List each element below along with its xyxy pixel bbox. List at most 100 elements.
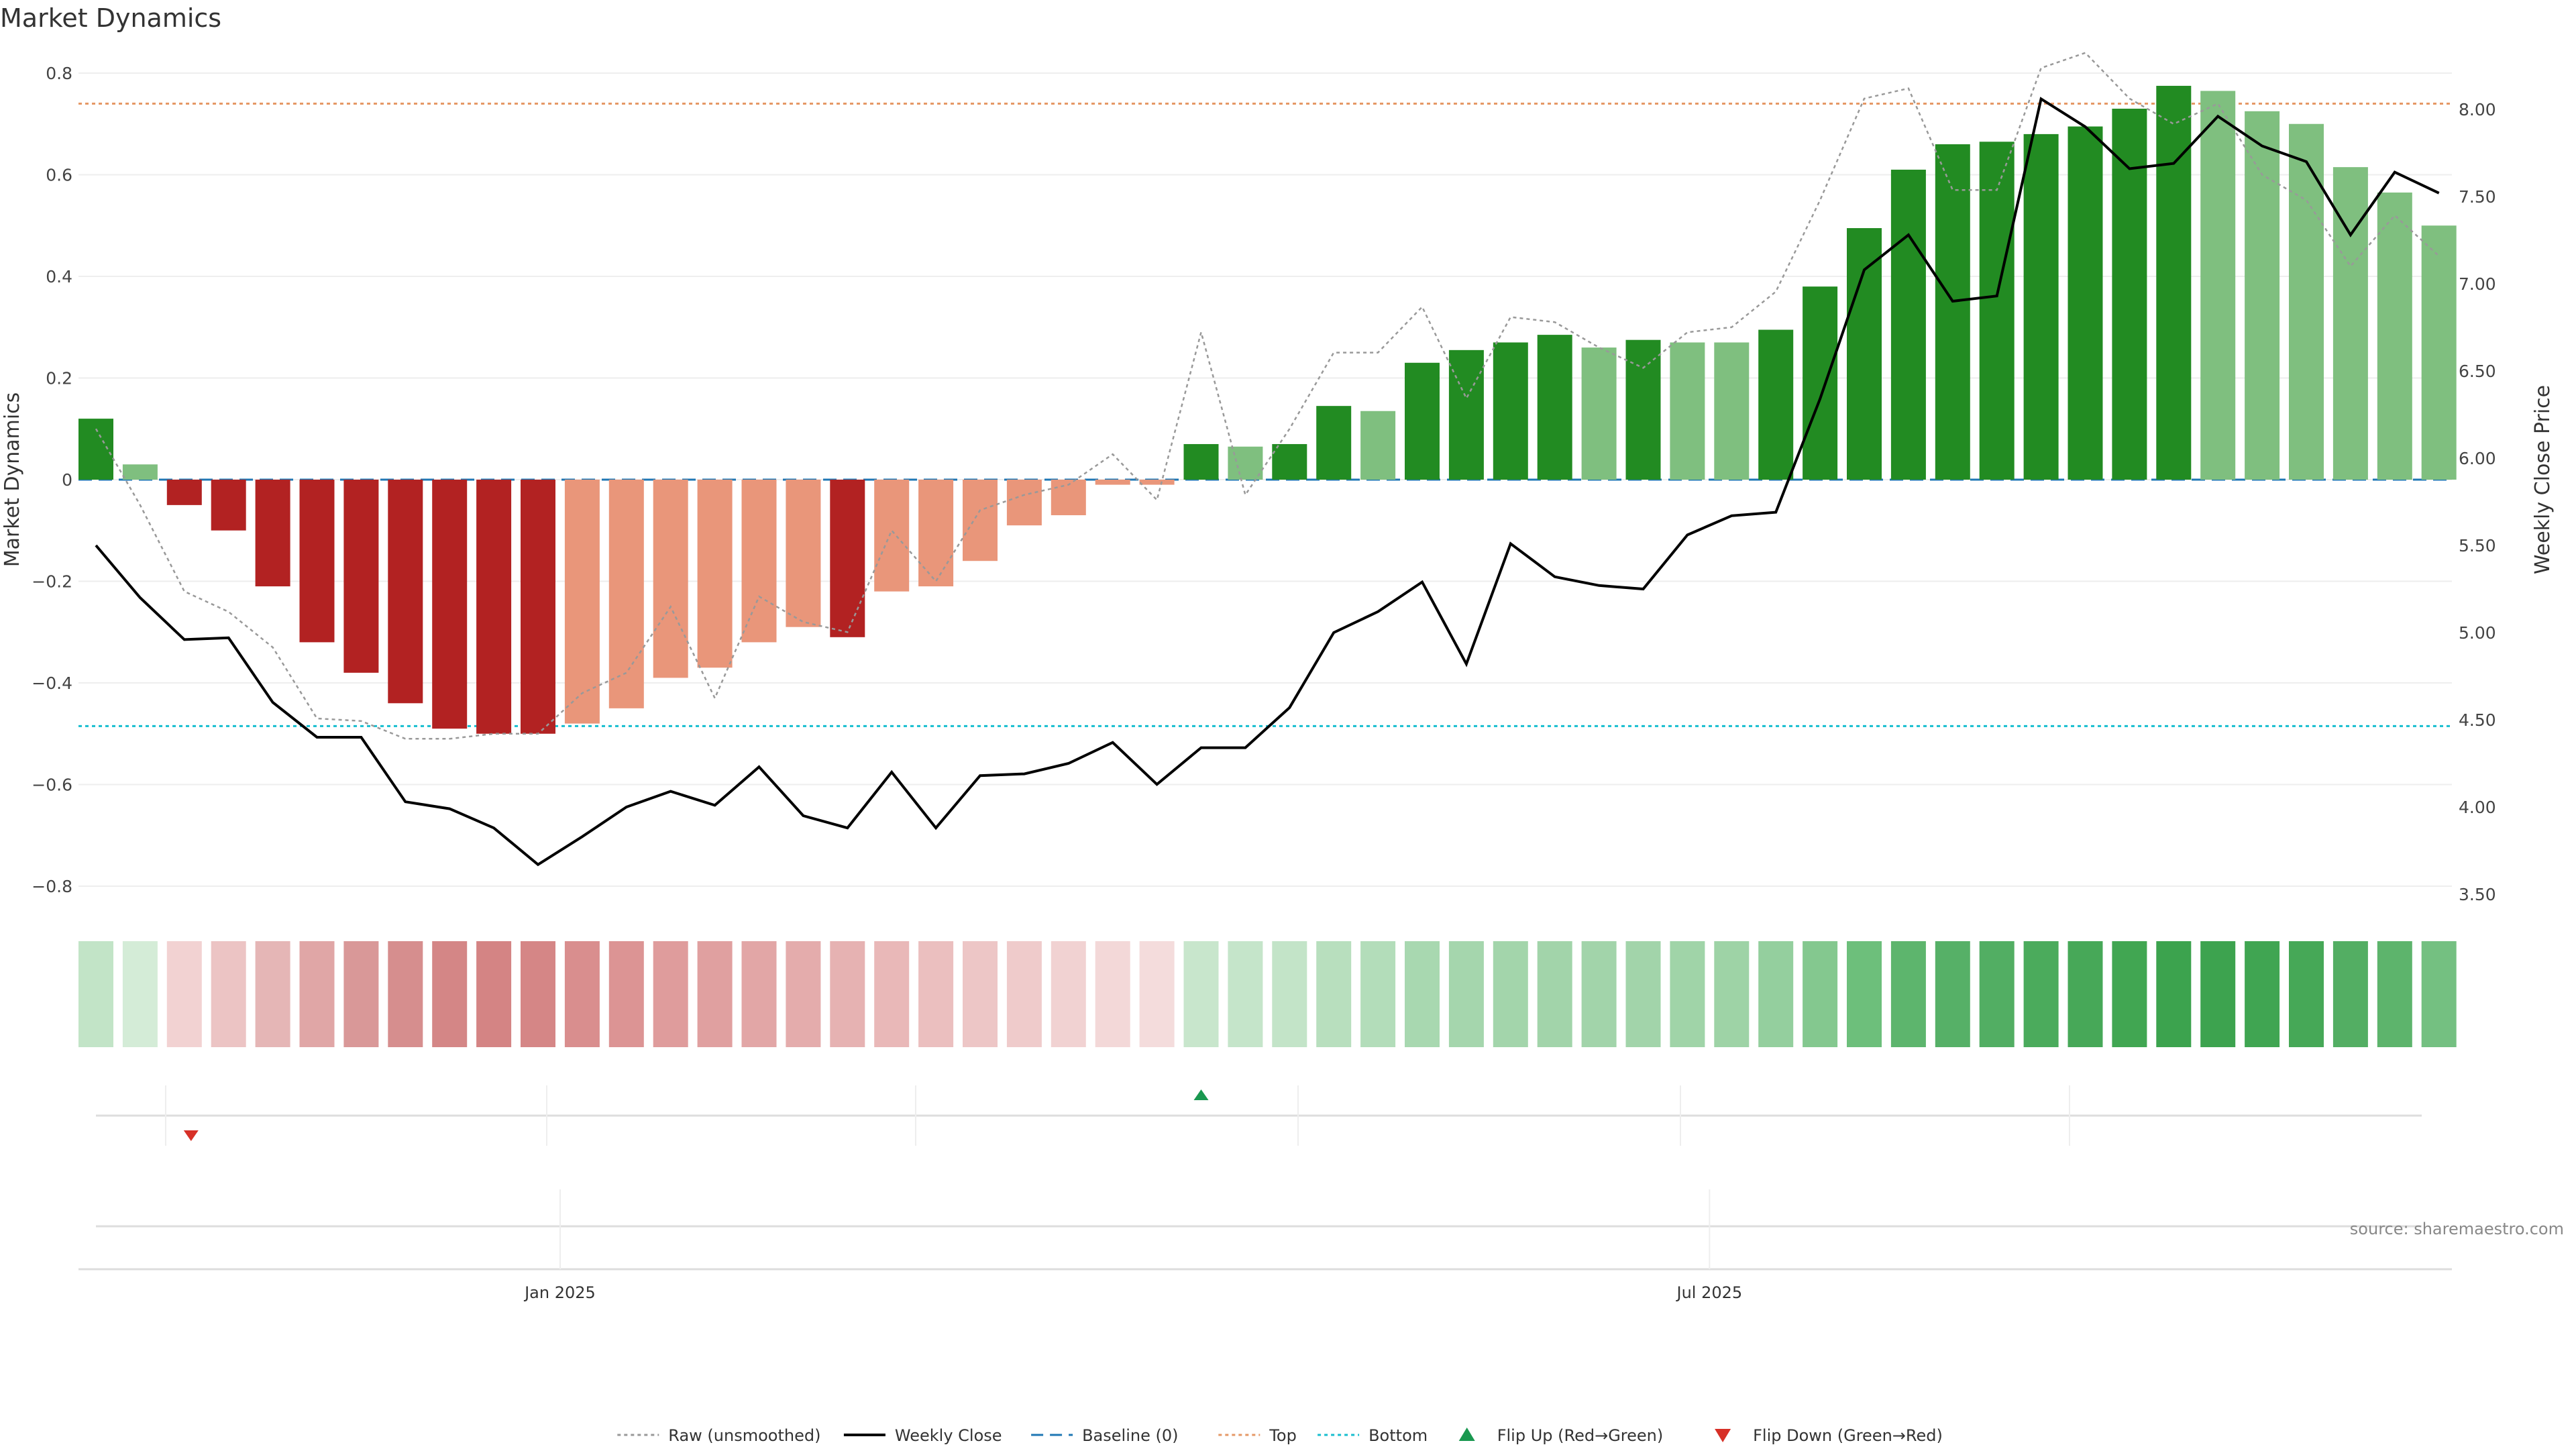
- heat-strip-cell: [255, 941, 290, 1047]
- date-tick-label: Jul 2025: [1676, 1283, 1743, 1302]
- heat-strip-cell: [1803, 941, 1838, 1047]
- bar: [255, 480, 290, 587]
- bar: [1803, 286, 1838, 480]
- y2-tick-label: 6.00: [2459, 449, 2496, 468]
- legend-label: Top: [1269, 1426, 1297, 1445]
- bar: [2377, 193, 2412, 480]
- heat-strip-cell: [2421, 941, 2457, 1047]
- heat-strip-cell: [1537, 941, 1572, 1047]
- legend-item: Top: [1218, 1426, 1297, 1445]
- y2-tick-label: 7.00: [2459, 274, 2496, 294]
- heat-strip-cell: [388, 941, 423, 1047]
- heat-strip-cell: [918, 941, 954, 1047]
- legend-item: Baseline (0): [1031, 1426, 1178, 1445]
- heat-strip-cell: [78, 941, 113, 1047]
- y-tick-label: 0: [62, 470, 72, 490]
- heat-strip-cell: [1935, 941, 1970, 1047]
- bar: [963, 480, 998, 561]
- heat-strip-cell: [1670, 941, 1705, 1047]
- y-tick-label: 0.8: [46, 64, 72, 83]
- bar: [211, 480, 246, 531]
- bar: [1625, 339, 1661, 480]
- heat-strip-cell: [2156, 941, 2192, 1047]
- series-lines: [95, 52, 2440, 867]
- heat-strip-cell: [432, 941, 468, 1047]
- bar: [476, 480, 512, 734]
- heat-strip-cell: [2289, 941, 2324, 1047]
- heat-strip-cell: [608, 941, 644, 1047]
- bar: [299, 480, 335, 643]
- heat-strip-cell: [299, 941, 335, 1047]
- chart-title: Market Dynamics: [0, 3, 221, 33]
- heat-strip-cell: [1051, 941, 1086, 1047]
- legend-label: Bottom: [1368, 1426, 1428, 1445]
- heat-strip-cell: [697, 941, 733, 1047]
- flip-markers: [96, 1085, 2422, 1146]
- heat-strip-cell: [1139, 941, 1175, 1047]
- heat-strip-cell: [1625, 941, 1661, 1047]
- y-tick-label: −0.4: [32, 674, 72, 693]
- bar: [1183, 443, 1219, 480]
- heat-strip-cell: [1360, 941, 1396, 1047]
- heat-strip-cell: [1448, 941, 1484, 1047]
- y-tick-label: −0.6: [32, 775, 72, 795]
- bar: [1139, 480, 1175, 485]
- heat-strip-cell: [1714, 941, 1750, 1047]
- y2-tick-label: 7.50: [2459, 187, 2496, 207]
- heat-strip-cell: [1493, 941, 1528, 1047]
- bar: [2421, 225, 2457, 480]
- heat-strip-cell: [2112, 941, 2147, 1047]
- legend-item: Raw (unsmoothed): [617, 1426, 820, 1445]
- bar: [2023, 133, 2059, 480]
- source-note: source: sharemaestro.com: [2350, 1220, 2564, 1238]
- y-tick-label: −0.2: [32, 572, 72, 592]
- heat-strip-cell: [476, 941, 512, 1047]
- heat-strip-cell: [1228, 941, 1263, 1047]
- bar: [521, 480, 555, 734]
- heat-strip-cell: [653, 941, 688, 1047]
- heat-strip-cell: [1095, 941, 1130, 1047]
- heat-strip-cell: [786, 941, 821, 1047]
- legend-item: Flip Up (Red→Green): [1458, 1426, 1663, 1445]
- y-tick-label: 0.2: [46, 369, 72, 388]
- heat-strip-cell: [211, 941, 246, 1047]
- bar: [2289, 123, 2324, 480]
- legend-item: Weekly Close: [843, 1426, 1002, 1445]
- heat-strip-cell: [830, 941, 865, 1047]
- legend: Raw (unsmoothed) Weekly Close Baseline (0)…: [617, 1426, 1943, 1445]
- bar: [432, 480, 468, 729]
- bar: [1670, 342, 1705, 480]
- bar: [78, 419, 113, 480]
- bar: [608, 480, 644, 708]
- heat-strip-cell: [1979, 941, 2015, 1047]
- bar: [166, 480, 202, 505]
- date-axis: Jan 2025 Jul 2025: [78, 1189, 2452, 1302]
- heat-strip-cell: [2068, 941, 2103, 1047]
- heat-strip-cell: [166, 941, 202, 1047]
- date-tick-label: Jan 2025: [523, 1283, 596, 1302]
- bar: [653, 480, 688, 678]
- bar: [1890, 169, 1926, 480]
- y2-tick-label: 6.50: [2459, 362, 2496, 381]
- heat-strip-cell: [1581, 941, 1617, 1047]
- y-tick-label: 0.6: [46, 166, 72, 185]
- y2-tick-label: 4.50: [2459, 710, 2496, 730]
- flip-up-marker: [1193, 1089, 1209, 1100]
- bar: [1006, 480, 1042, 526]
- heat-strip-cell: [2200, 941, 2236, 1047]
- heat-strip-cell: [2377, 941, 2412, 1047]
- bar: [1537, 335, 1572, 480]
- heat-strip-cell: [1847, 941, 1882, 1047]
- bar: [741, 480, 777, 643]
- bar: [2112, 109, 2147, 480]
- y2-tick-label: 4.00: [2459, 798, 2496, 817]
- heat-strip-cell: [874, 941, 910, 1047]
- bar: [564, 480, 600, 724]
- bar: [1448, 350, 1484, 480]
- heat-strip-cell: [1183, 941, 1219, 1047]
- bar: [786, 480, 821, 627]
- y2-tick-label: 8.00: [2459, 100, 2496, 119]
- heat-strip-cell: [1006, 941, 1042, 1047]
- bar: [1405, 362, 1440, 480]
- y2-tick-label: 3.50: [2459, 885, 2496, 904]
